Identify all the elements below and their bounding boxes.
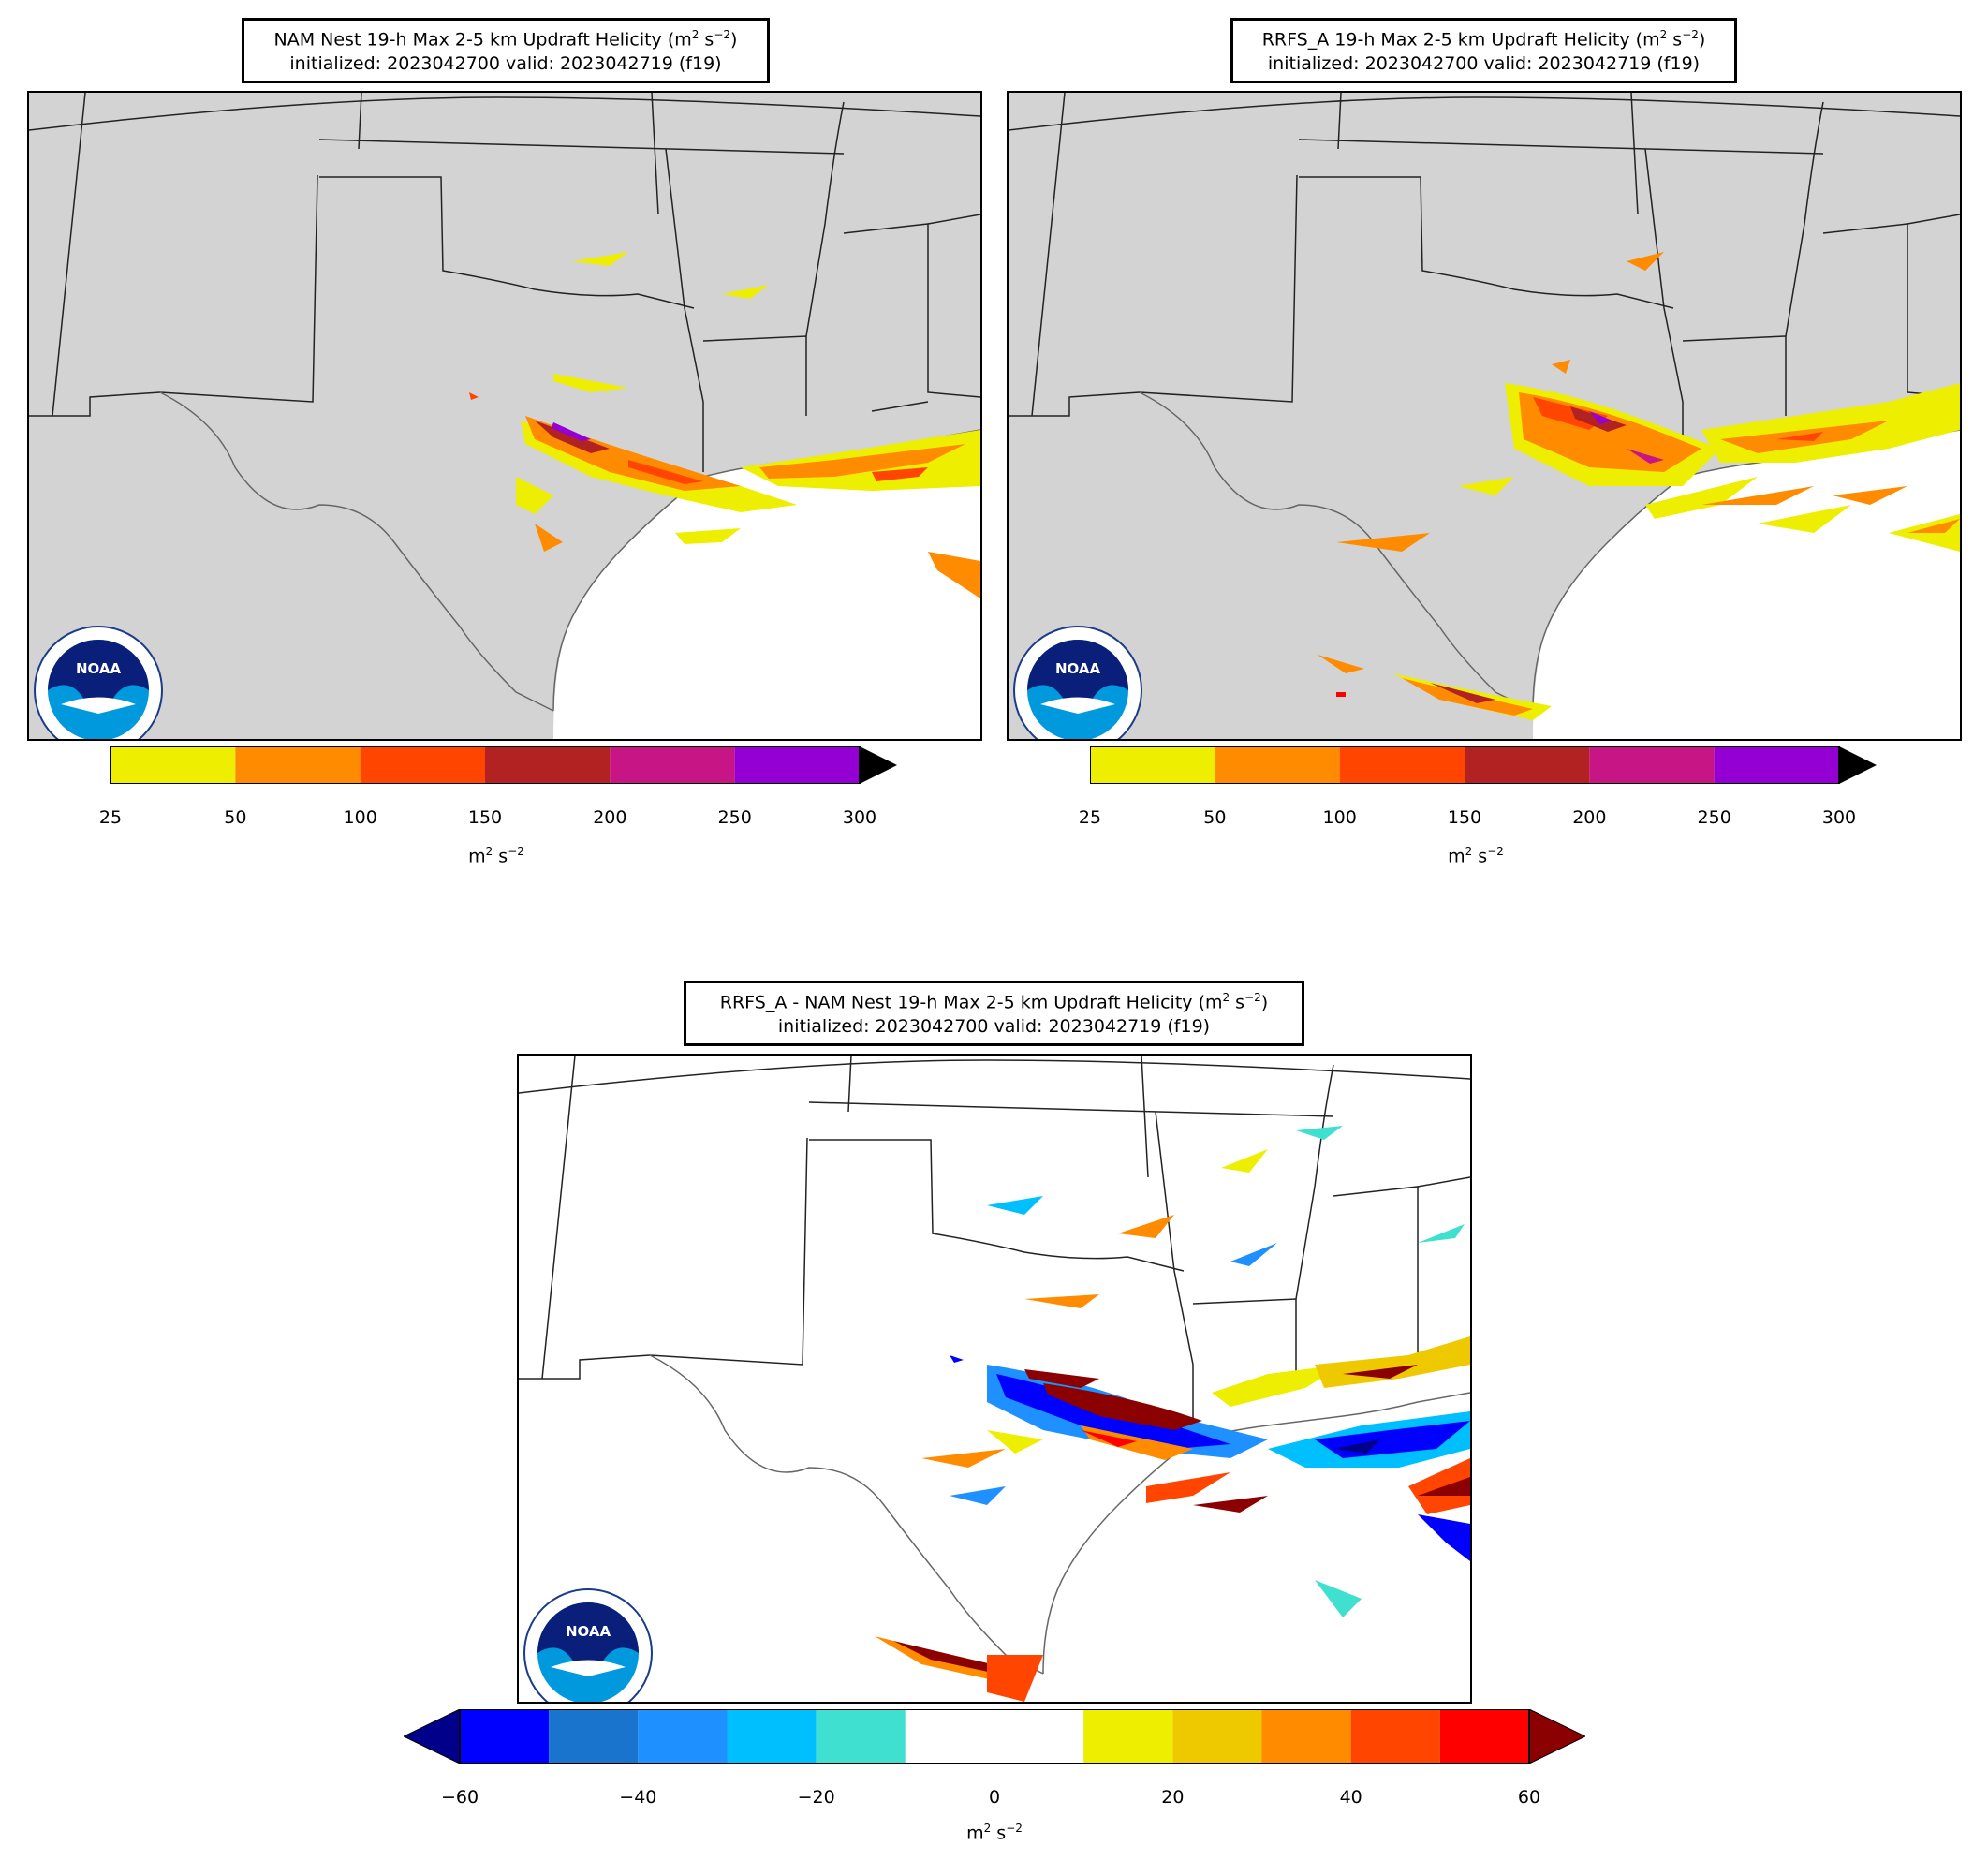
nam-colorbar-extend-arrow: [860, 746, 897, 784]
diff-colorbar-extend-low: [402, 1708, 461, 1764]
colorbar-box: [638, 1709, 728, 1764]
rrfs-colorbar-extend-arrow: [1839, 746, 1877, 784]
colorbar-tick-label: −60: [440, 1787, 479, 1808]
colorbar-box: [610, 746, 735, 784]
colorbar-tick-label: 250: [1697, 807, 1731, 828]
diff-colorbar: [402, 1708, 1587, 1764]
colorbar-box: [1261, 1709, 1351, 1764]
colorbar-tick-label: 50: [224, 807, 247, 828]
colorbar-box: [1090, 746, 1215, 784]
colorbar-box: [1083, 1709, 1173, 1764]
colorbar-box: [905, 1709, 994, 1764]
colorbar-tick-label: 150: [467, 807, 503, 828]
rrfs-uh-swaths: [1318, 252, 1960, 720]
nam-map-canvas: [29, 93, 980, 739]
diff-map-canvas: [519, 1056, 1470, 1702]
colorbar-tick-label: 150: [1447, 807, 1482, 828]
colorbar-box: [1172, 1709, 1262, 1764]
colorbar-tick-label: 50: [1203, 807, 1227, 828]
rrfs-map-canvas: [1009, 93, 1960, 739]
colorbar-box: [816, 1709, 906, 1764]
colorbar-box: [1714, 746, 1839, 784]
colorbar-tick-label: 250: [717, 807, 752, 828]
rrfs-panel-title: RRFS_A 19-h Max 2-5 km Updraft Helicity …: [1230, 18, 1737, 83]
colorbar-box: [110, 746, 236, 784]
diff-map: [517, 1054, 1472, 1704]
colorbar-box: [235, 746, 361, 784]
colorbar-box: [1339, 746, 1465, 784]
diff-panel-title: RRFS_A - NAM Nest 19-h Max 2-5 km Updraf…: [684, 981, 1304, 1046]
nam-map: [27, 91, 982, 741]
colorbar-tick-label: 200: [1572, 807, 1607, 828]
diff-uh-swaths: [875, 1126, 1470, 1702]
colorbar-tick-label: 100: [343, 807, 377, 828]
colorbar-tick-label: 200: [593, 807, 627, 828]
colorbar-box: [460, 1709, 550, 1764]
nam-colorbar: [110, 746, 906, 785]
colorbar-box: [1350, 1709, 1440, 1764]
colorbar-box: [549, 1709, 639, 1764]
colorbar-box: [360, 746, 485, 784]
colorbar-box: [485, 746, 611, 784]
colorbar-tick-label: 300: [842, 807, 877, 828]
colorbar-tick-label: −20: [797, 1787, 835, 1808]
colorbar-box: [727, 1709, 817, 1764]
nam-colorbar-boxes: [110, 746, 860, 784]
colorbar-box: [734, 746, 860, 784]
rrfs-map: [1007, 91, 1962, 741]
colorbar-tick-label: 25: [98, 807, 123, 828]
colorbar-box: [1589, 746, 1715, 784]
diff-colorbar-boxes: [460, 1709, 1529, 1764]
diff-colorbar-unit: m2 s−2: [966, 1822, 1023, 1844]
colorbar-box: [994, 1709, 1084, 1764]
colorbar-tick-label: −40: [619, 1787, 657, 1808]
colorbar-tick-label: 60: [1517, 1787, 1541, 1808]
rrfs-colorbar-boxes: [1090, 746, 1839, 784]
nam-colorbar-unit: m2 s−2: [468, 845, 524, 867]
colorbar-tick-label: 20: [1161, 1787, 1185, 1808]
colorbar-box: [1439, 1709, 1529, 1764]
diff-colorbar-extend-high: [1528, 1708, 1587, 1764]
colorbar-tick-label: 40: [1339, 1787, 1362, 1808]
colorbar-box: [1215, 746, 1340, 784]
colorbar-tick-label: 0: [988, 1787, 1001, 1808]
rrfs-colorbar-unit: m2 s−2: [1448, 845, 1504, 867]
nam-panel-title: NAM Nest 19-h Max 2-5 km Updraft Helicit…: [242, 18, 770, 83]
colorbar-tick-label: 25: [1078, 807, 1102, 828]
nam-uh-swaths: [469, 252, 980, 598]
colorbar-tick-label: 100: [1322, 807, 1357, 828]
rrfs-colorbar: [1089, 746, 1886, 785]
colorbar-box: [1465, 746, 1590, 784]
colorbar-tick-label: 300: [1821, 807, 1857, 828]
